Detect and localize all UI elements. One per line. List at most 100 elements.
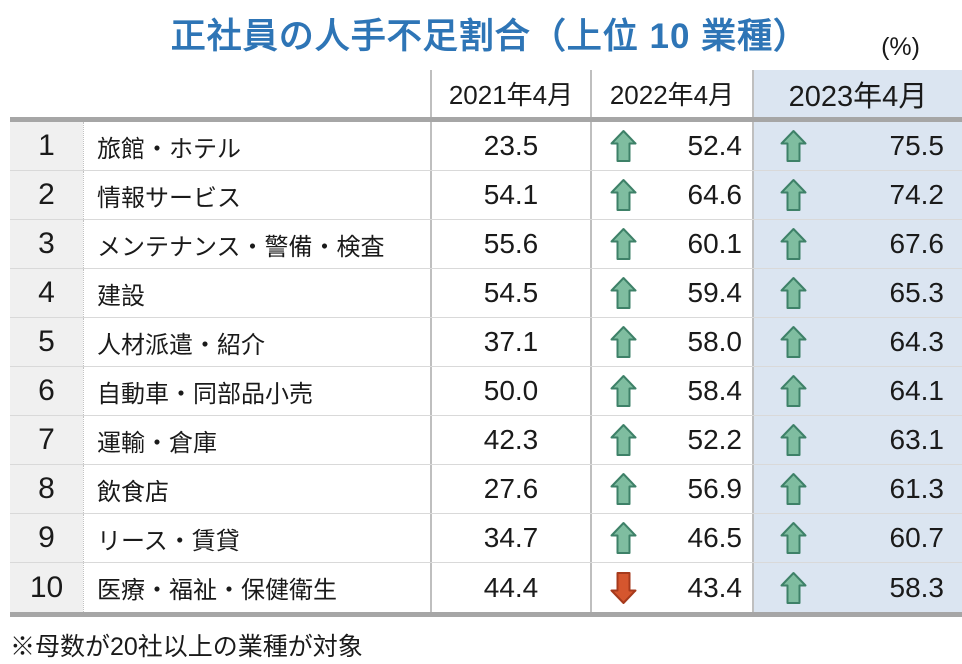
value-2022-cell: 59.4	[590, 269, 752, 317]
value-2023-cell: 74.2	[752, 171, 962, 219]
rank-cell: 9	[10, 514, 83, 562]
footnote: ※母数が20社以上の業種が対象	[10, 633, 363, 661]
value-2022: 43.4	[687, 571, 743, 603]
value-2021: 42.3	[483, 424, 539, 455]
value-2021-cell: 37.1	[430, 318, 590, 366]
value-2023: 64.3	[889, 326, 945, 357]
table-header-row: 2021年4月 2022年4月 2023年4月	[10, 70, 962, 117]
up-arrow-icon	[780, 514, 807, 562]
table-row: 8 飲食店 27.6 56.9 61.3	[10, 465, 962, 514]
value-2021: 55.6	[483, 228, 539, 259]
value-2023: 64.1	[889, 375, 945, 406]
value-2022: 56.9	[687, 473, 743, 504]
value-2023-cell: 67.6	[752, 220, 962, 268]
industry-cell: 飲食店	[83, 465, 430, 513]
column-header-2023: 2023年4月	[752, 70, 962, 117]
value-2023-cell: 65.3	[752, 269, 962, 317]
up-arrow-icon	[780, 416, 807, 464]
rank-cell: 4	[10, 269, 83, 317]
industry-cell: 旅館・ホテル	[83, 122, 430, 170]
value-2021: 54.1	[483, 179, 539, 210]
up-arrow-icon	[780, 318, 807, 366]
industry-cell: 情報サービス	[83, 171, 430, 219]
value-2022: 60.1	[687, 228, 743, 259]
rank-cell: 7	[10, 416, 83, 464]
rank-cell: 3	[10, 220, 83, 268]
value-2022-cell: 64.6	[590, 171, 752, 219]
value-2021-cell: 42.3	[430, 416, 590, 464]
value-2023: 63.1	[889, 424, 945, 455]
table-row: 5 人材派遣・紹介 37.1 58.0 64.3	[10, 318, 962, 367]
up-arrow-icon	[780, 122, 807, 170]
value-2023-cell: 58.3	[752, 563, 962, 612]
value-2023: 65.3	[889, 277, 945, 308]
value-2021: 23.5	[483, 130, 539, 161]
value-2022-cell: 56.9	[590, 465, 752, 513]
column-header-2021: 2021年4月	[430, 70, 590, 117]
value-2022: 46.5	[687, 522, 743, 553]
value-2022: 64.6	[687, 179, 743, 210]
value-2021: 44.4	[483, 571, 539, 603]
value-2022: 58.0	[687, 326, 743, 357]
up-arrow-icon	[780, 269, 807, 317]
industry-cell: 医療・福祉・保健衛生	[83, 563, 430, 612]
up-arrow-icon	[780, 563, 807, 612]
value-2022-cell: 46.5	[590, 514, 752, 562]
rank-cell: 6	[10, 367, 83, 415]
value-2021-cell: 23.5	[430, 122, 590, 170]
rank-cell: 10	[10, 563, 83, 612]
value-2021-cell: 54.5	[430, 269, 590, 317]
industry-cell: メンテナンス・警備・検査	[83, 220, 430, 268]
up-arrow-icon	[780, 171, 807, 219]
value-2022-cell: 43.4	[590, 563, 752, 612]
rank-cell: 2	[10, 171, 83, 219]
up-arrow-icon	[610, 465, 637, 513]
value-2022-cell: 58.4	[590, 367, 752, 415]
down-arrow-icon	[610, 563, 637, 612]
industry-cell: リース・賃貸	[83, 514, 430, 562]
value-2022: 58.4	[687, 375, 743, 406]
value-2021: 37.1	[483, 326, 539, 357]
up-arrow-icon	[610, 416, 637, 464]
up-arrow-icon	[610, 269, 637, 317]
unit-label: (%)	[881, 33, 920, 61]
table-row: 7 運輸・倉庫 42.3 52.2 63.1	[10, 416, 962, 465]
value-2023-cell: 61.3	[752, 465, 962, 513]
value-2023-cell: 64.3	[752, 318, 962, 366]
table-row: 1 旅館・ホテル 23.5 52.4 75.5	[10, 122, 962, 171]
table-row: 3 メンテナンス・警備・検査 55.6 60.1 67.6	[10, 220, 962, 269]
value-2022: 59.4	[687, 277, 743, 308]
industry-cell: 自動車・同部品小売	[83, 367, 430, 415]
value-2023: 58.3	[889, 571, 945, 603]
page-title: 正社員の人手不足割合（上位 10 業種）	[170, 17, 810, 56]
industry-cell: 運輸・倉庫	[83, 416, 430, 464]
up-arrow-icon	[610, 171, 637, 219]
value-2023-cell: 75.5	[752, 122, 962, 170]
value-2022-cell: 60.1	[590, 220, 752, 268]
up-arrow-icon	[780, 367, 807, 415]
table-row: 9 リース・賃貸 34.7 46.5 60.7	[10, 514, 962, 563]
value-2021-cell: 44.4	[430, 563, 590, 612]
up-arrow-icon	[610, 514, 637, 562]
industry-cell: 人材派遣・紹介	[83, 318, 430, 366]
shortage-table: 2021年4月 2022年4月 2023年4月 1 旅館・ホテル 23.5 52…	[10, 70, 962, 617]
value-2022-cell: 52.4	[590, 122, 752, 170]
value-2021: 27.6	[483, 473, 539, 504]
value-2022: 52.4	[687, 130, 743, 161]
value-2023: 61.3	[889, 473, 945, 504]
column-header-2022: 2022年4月	[590, 70, 752, 117]
value-2021: 50.0	[483, 375, 539, 406]
header-spacer-cell	[10, 70, 430, 117]
value-2023: 75.5	[889, 130, 945, 161]
value-2023: 74.2	[889, 179, 945, 210]
table-row: 10 医療・福祉・保健衛生 44.4 43.4 58.3	[10, 563, 962, 612]
table-row: 2 情報サービス 54.1 64.6 74.2	[10, 171, 962, 220]
up-arrow-icon	[610, 220, 637, 268]
value-2023: 60.7	[889, 522, 945, 553]
value-2021-cell: 50.0	[430, 367, 590, 415]
value-2022-cell: 58.0	[590, 318, 752, 366]
up-arrow-icon	[780, 220, 807, 268]
table-row: 6 自動車・同部品小売 50.0 58.4 64.1	[10, 367, 962, 416]
rank-cell: 5	[10, 318, 83, 366]
